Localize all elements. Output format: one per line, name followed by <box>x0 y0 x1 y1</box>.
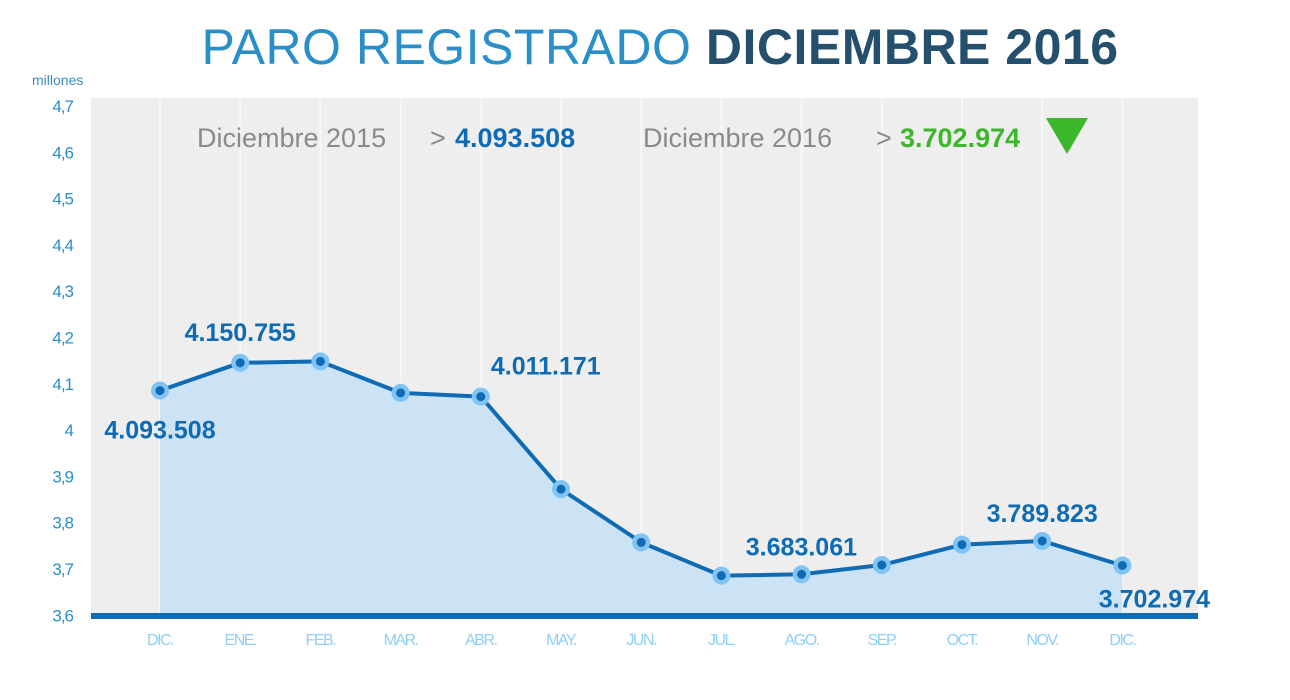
x-tick-label: MAR. <box>384 632 418 649</box>
y-tick-label: 4,1 <box>52 375 73 394</box>
x-tick-label: JUN. <box>626 632 656 649</box>
data-point-core <box>315 356 325 366</box>
x-tick-label: FEB. <box>306 632 336 649</box>
data-label: 3.702.974 <box>1099 585 1210 613</box>
data-point-core <box>797 569 807 579</box>
x-tick-label: MAY. <box>546 632 577 649</box>
data-label: 3.683.061 <box>746 534 857 562</box>
summary-prev-label: Diciembre 2015 <box>197 123 386 153</box>
x-tick-label: SEP. <box>868 632 896 649</box>
data-point-core <box>877 560 887 570</box>
data-label: 4.150.755 <box>185 319 296 347</box>
x-tick-label: OCT. <box>947 632 978 649</box>
data-point-core <box>396 388 406 398</box>
y-axis-unit-label: millones <box>32 72 84 88</box>
x-tick-label: DIC. <box>147 632 173 649</box>
x-tick-label: ENE. <box>225 632 256 649</box>
y-tick-label: 4 <box>65 421 74 440</box>
y-tick-label: 4,2 <box>52 329 73 348</box>
data-point-core <box>556 484 566 494</box>
x-tick-label: JUL. <box>708 632 735 649</box>
summary-curr-sep: > <box>876 123 892 153</box>
data-point-core <box>235 358 245 368</box>
data-point-core <box>1117 560 1127 570</box>
summary-curr-label: Diciembre 2016 <box>643 123 832 153</box>
summary-prev-value: 4.093.508 <box>455 123 575 153</box>
y-tick-label: 4,4 <box>52 236 73 255</box>
data-point-core <box>155 386 165 396</box>
y-tick-label: 3,6 <box>52 606 73 625</box>
x-tick-label: ABR. <box>465 632 496 649</box>
y-tick-label: 3,9 <box>52 467 73 486</box>
y-tick-label: 4,7 <box>52 97 73 116</box>
y-tick-label: 3,7 <box>52 560 73 579</box>
chart-title: PARO REGISTRADO DICIEMBRE 2016 <box>201 19 1119 75</box>
summary-curr-value: 3.702.974 <box>900 123 1020 153</box>
data-point-core <box>1037 536 1047 546</box>
summary-prev-sep: > <box>430 123 446 153</box>
y-tick-label: 4,5 <box>52 190 73 209</box>
x-tick-label: DIC. <box>1109 632 1135 649</box>
x-tick-label: NOV. <box>1026 632 1058 649</box>
data-point-core <box>957 540 967 550</box>
y-tick-label: 4,6 <box>52 143 73 162</box>
data-point-core <box>476 392 486 402</box>
x-tick-label: AGO. <box>785 632 819 649</box>
data-label: 4.093.508 <box>104 417 215 445</box>
data-label: 3.789.823 <box>987 500 1098 528</box>
x-axis-baseline <box>91 613 1198 619</box>
data-label: 4.011.171 <box>491 353 601 381</box>
y-tick-label: 3,8 <box>52 514 73 533</box>
area-fill <box>160 361 1123 613</box>
data-point-core <box>716 571 726 581</box>
data-point-core <box>636 537 646 547</box>
triangle-down-icon <box>1046 118 1088 154</box>
y-tick-label: 4,3 <box>52 282 73 301</box>
